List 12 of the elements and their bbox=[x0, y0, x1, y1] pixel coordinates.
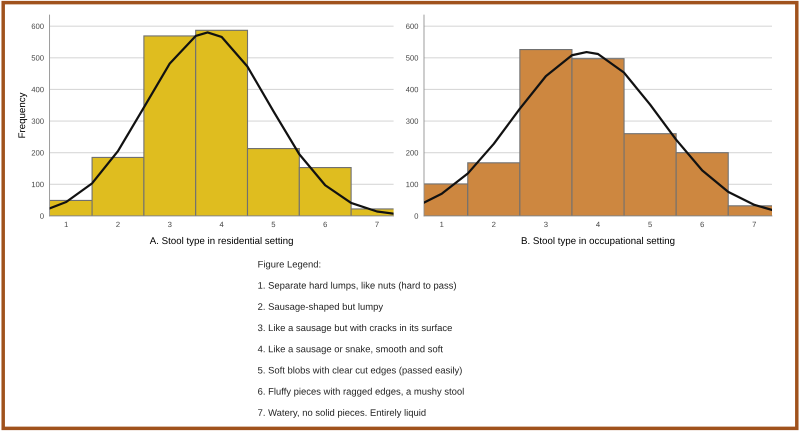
text: 7. Watery, no solid pieces. Entirely liquid bbox=[258, 409, 426, 418]
text: 6. Fluffy pieces with ragged edges, a mushy stool bbox=[258, 388, 464, 397]
text: 2. Sausage-shaped but lumpy bbox=[258, 303, 384, 312]
text: 1. Separate hard lumps, like nuts (hard to pass) bbox=[258, 282, 456, 291]
y-axis-title: Frequency bbox=[18, 92, 28, 138]
x-axis-title: B. Stool type in occupational setting bbox=[522, 236, 674, 246]
text: 3. Like a sausage but with cracks in its surface bbox=[258, 324, 452, 333]
line-series bbox=[424, 50, 772, 212]
x-axis-title: A. Stool type in residential setting bbox=[150, 236, 293, 246]
text: 5. Soft blobs with clear cut edges (passed easily) bbox=[258, 366, 462, 376]
text: 4. Like a sausage or snake, smooth and soft bbox=[258, 345, 443, 354]
text: Figure Legend: bbox=[258, 260, 320, 270]
